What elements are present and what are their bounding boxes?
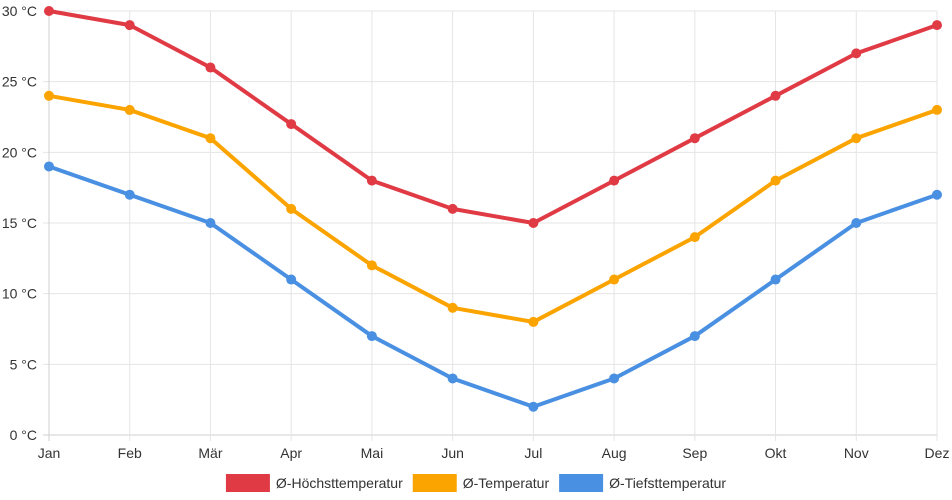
data-point[interactable]	[286, 274, 297, 285]
data-point[interactable]	[609, 175, 620, 186]
legend-item-2[interactable]: Ø-Temperatur	[412, 474, 550, 492]
legend-label: Ø-Höchsttemperatur	[276, 475, 403, 491]
series-2	[44, 90, 942, 327]
series-3	[44, 161, 942, 412]
data-point[interactable]	[770, 274, 781, 285]
grid	[43, 10, 938, 441]
data-point[interactable]	[286, 119, 297, 130]
legend-swatch	[559, 474, 604, 492]
data-point[interactable]	[124, 104, 135, 115]
x-tick-label: Sep	[682, 445, 707, 461]
x-axis: Jan Feb Mär Apr Mai Jun Jul Aug Sep Okt Nov Dez	[38, 445, 950, 461]
x-tick-label: Feb	[118, 445, 142, 461]
y-tick-label: 30 °C	[2, 3, 37, 19]
x-tick-label: Mai	[361, 445, 384, 461]
data-point[interactable]	[366, 331, 377, 342]
data-point[interactable]	[44, 161, 54, 172]
data-point[interactable]	[286, 203, 297, 214]
legend-item-1[interactable]: Ø-Höchsttemperatur	[225, 474, 403, 492]
data-point[interactable]	[366, 175, 377, 186]
data-point[interactable]	[932, 20, 942, 31]
legend: Ø-Höchsttemperatur Ø-Temperatur Ø-Tiefstte…	[225, 474, 726, 492]
data-point[interactable]	[932, 189, 942, 200]
data-point[interactable]	[447, 302, 458, 313]
data-point[interactable]	[205, 133, 216, 144]
legend-label: Ø-Tiefsttemperatur	[609, 475, 726, 491]
legend-swatch	[225, 474, 270, 492]
data-point[interactable]	[609, 274, 620, 285]
series-line	[47, 164, 939, 409]
data-point[interactable]	[689, 232, 700, 243]
data-point[interactable]	[851, 133, 862, 144]
x-tick-label: Nov	[844, 445, 869, 461]
data-point[interactable]	[124, 20, 135, 31]
y-tick-label: 0 °C	[10, 427, 37, 443]
data-point[interactable]	[770, 175, 781, 186]
legend-label: Ø-Temperatur	[463, 475, 550, 491]
data-point[interactable]	[205, 218, 216, 228]
x-tick-label: Apr	[280, 445, 302, 461]
data-point[interactable]	[770, 90, 781, 101]
data-point[interactable]	[851, 218, 862, 228]
data-point[interactable]	[124, 189, 135, 200]
data-point[interactable]	[44, 90, 54, 101]
y-tick-label: 10 °C	[2, 286, 37, 302]
series-group	[44, 6, 942, 412]
data-point[interactable]	[528, 401, 539, 412]
series-line	[47, 9, 939, 225]
x-tick-label: Jan	[38, 445, 61, 461]
series-line	[47, 93, 939, 324]
series-1	[44, 6, 942, 228]
data-point[interactable]	[205, 62, 216, 73]
x-tick-label: Dez	[925, 445, 950, 461]
data-point[interactable]	[447, 373, 458, 384]
x-tick-label: Mär	[198, 445, 222, 461]
data-point[interactable]	[447, 203, 458, 214]
y-tick-label: 5 °C	[10, 356, 37, 372]
data-point[interactable]	[528, 316, 539, 327]
legend-item-3[interactable]: Ø-Tiefsttemperatur	[559, 474, 726, 492]
y-tick-label: 15 °C	[2, 215, 37, 231]
y-tick-label: 20 °C	[2, 144, 37, 160]
data-point[interactable]	[689, 133, 700, 144]
data-point[interactable]	[609, 373, 620, 384]
data-point[interactable]	[851, 48, 862, 59]
x-tick-label: Jun	[441, 445, 464, 461]
legend-swatch	[412, 474, 457, 492]
data-point[interactable]	[932, 104, 942, 115]
data-point[interactable]	[528, 218, 539, 228]
x-tick-label: Jul	[524, 445, 542, 461]
x-tick-label: Okt	[765, 445, 787, 461]
y-axis: 0 °C 5 °C 10 °C 15 °C 20 °C 25 °C 30 °C	[2, 3, 37, 443]
data-point[interactable]	[689, 331, 700, 342]
x-tick-label: Aug	[602, 445, 627, 461]
y-tick-label: 25 °C	[2, 74, 37, 90]
data-point[interactable]	[366, 260, 377, 271]
data-point[interactable]	[44, 6, 54, 16]
